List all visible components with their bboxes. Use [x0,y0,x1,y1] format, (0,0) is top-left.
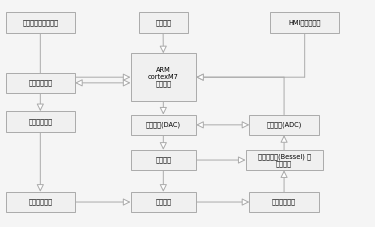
Text: 模数转换(ADC): 模数转换(ADC) [266,121,302,128]
Text: 恒电位仪: 恒电位仪 [155,157,171,163]
FancyBboxPatch shape [130,115,196,135]
Text: 四通道继电器: 四通道继电器 [28,79,52,86]
FancyBboxPatch shape [249,192,319,212]
Text: 信号放大电路: 信号放大电路 [272,199,296,205]
Text: 四阶贝塞尔(Bessel) 低
通滤波器: 四阶贝塞尔(Bessel) 低 通滤波器 [258,153,310,167]
Text: 直流稳压双电源模块: 直流稳压双电源模块 [22,19,58,26]
FancyBboxPatch shape [246,150,322,170]
FancyBboxPatch shape [6,192,75,212]
FancyBboxPatch shape [6,111,75,132]
Text: 阵列电极: 阵列电极 [155,199,171,205]
FancyBboxPatch shape [130,53,196,101]
FancyBboxPatch shape [130,150,196,170]
FancyBboxPatch shape [6,12,75,33]
FancyBboxPatch shape [130,192,196,212]
Text: 通讯模块: 通讯模块 [155,19,171,26]
FancyBboxPatch shape [249,115,319,135]
FancyBboxPatch shape [139,12,188,33]
FancyBboxPatch shape [6,73,75,93]
Text: 多通道样品池: 多通道样品池 [28,199,52,205]
Text: ARM
cortexM7
微控制器: ARM cortexM7 微控制器 [148,67,179,87]
Text: HMI串口屏展示: HMI串口屏展示 [288,19,321,26]
FancyBboxPatch shape [270,12,339,33]
Text: 数模转换(DAC): 数模转换(DAC) [146,121,181,128]
Text: 四通道蠕蠕泵: 四通道蠕蠕泵 [28,118,52,125]
